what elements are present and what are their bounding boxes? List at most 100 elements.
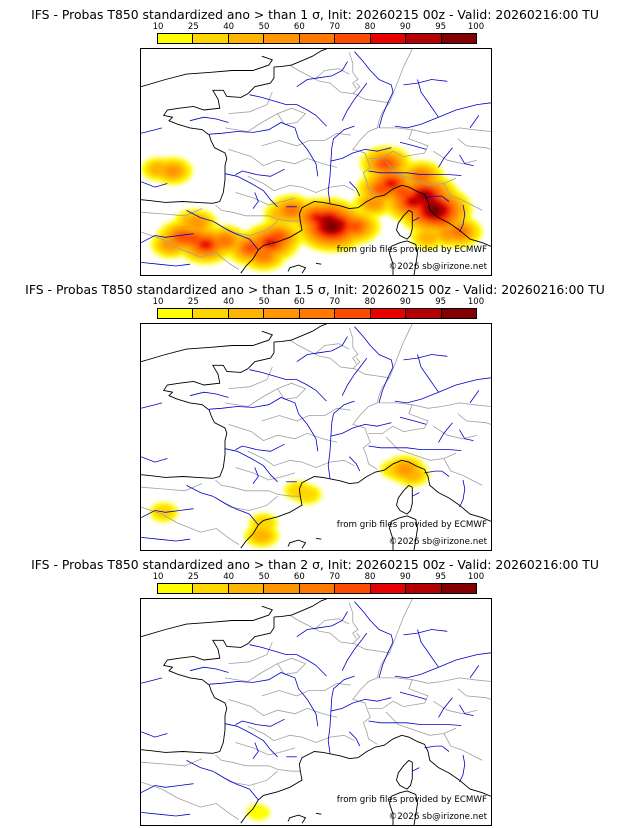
legend-tick-label: 50 bbox=[258, 297, 270, 307]
river-line bbox=[296, 336, 348, 363]
border-line bbox=[228, 424, 338, 443]
legend-tick-label: 40 bbox=[223, 572, 235, 582]
river-line bbox=[469, 390, 480, 404]
probability-blob bbox=[283, 205, 300, 216]
border-line bbox=[247, 175, 355, 193]
border-line bbox=[457, 688, 491, 700]
legend-swatch bbox=[441, 584, 476, 593]
border-line bbox=[379, 677, 491, 684]
border-line bbox=[247, 725, 355, 743]
river-line bbox=[296, 611, 348, 638]
border-line bbox=[224, 388, 278, 407]
river-line bbox=[327, 422, 392, 479]
border-line bbox=[247, 450, 355, 468]
river-line bbox=[459, 754, 466, 783]
credit-source: from grib files provided by ECMWF bbox=[336, 520, 487, 530]
legend-tick-labels: 10 25 40 50 60 70 80 90 95 100 bbox=[153, 297, 485, 307]
border-line bbox=[352, 82, 361, 95]
river-line bbox=[399, 416, 427, 425]
legend-tick-label: 80 bbox=[364, 22, 376, 32]
river-line bbox=[249, 644, 327, 677]
probability-map bbox=[141, 49, 491, 275]
river-line bbox=[368, 720, 462, 726]
border-line bbox=[235, 742, 296, 756]
river-line bbox=[341, 357, 368, 396]
legend-swatch bbox=[264, 34, 300, 43]
legend-swatch bbox=[158, 34, 194, 43]
legend-swatch bbox=[441, 309, 476, 318]
probability-field bbox=[141, 145, 483, 272]
map-frame: from grib files provided by ECMWF ©2026 … bbox=[140, 48, 492, 276]
river-line bbox=[469, 665, 480, 679]
river-line bbox=[459, 154, 474, 166]
panel-title: IFS - Probas T850 standardized ano > tha… bbox=[31, 557, 599, 572]
river-line bbox=[235, 168, 285, 177]
river-line bbox=[412, 492, 420, 497]
border-line bbox=[141, 231, 240, 270]
legend-swatch bbox=[299, 34, 336, 43]
river-line bbox=[368, 170, 462, 176]
coastline bbox=[396, 209, 413, 240]
border-line bbox=[215, 204, 302, 222]
river-line bbox=[459, 704, 474, 716]
coastline bbox=[273, 49, 327, 68]
river-line bbox=[330, 125, 355, 162]
probability-blob bbox=[296, 487, 318, 502]
coastline bbox=[389, 515, 408, 550]
river-line bbox=[224, 173, 278, 208]
border-line bbox=[261, 407, 352, 422]
legend-swatch bbox=[299, 584, 336, 593]
river-line bbox=[209, 122, 319, 177]
probability-blob bbox=[252, 529, 271, 542]
coastline bbox=[315, 262, 322, 265]
river-line bbox=[349, 181, 361, 197]
legend-swatch bbox=[370, 309, 407, 318]
panel-title: IFS - Probas T850 standardized ano > tha… bbox=[25, 282, 605, 297]
legend-swatch bbox=[335, 584, 371, 593]
legend-swatch bbox=[193, 584, 229, 593]
legend-tick-label: 50 bbox=[258, 572, 270, 582]
border-line bbox=[368, 679, 429, 709]
coastline bbox=[141, 66, 275, 204]
border-line bbox=[443, 458, 483, 486]
river-line bbox=[189, 666, 229, 673]
border-line bbox=[314, 618, 350, 630]
river-line bbox=[141, 181, 168, 188]
border-line bbox=[379, 402, 491, 409]
legend-swatch bbox=[193, 309, 229, 318]
river-line bbox=[403, 354, 448, 361]
coastline bbox=[406, 515, 418, 550]
probability-blob bbox=[413, 170, 429, 182]
probability-blob bbox=[217, 235, 233, 247]
probability-blob bbox=[409, 198, 419, 205]
river-line bbox=[209, 397, 319, 452]
coastline bbox=[240, 496, 303, 549]
border-line bbox=[277, 107, 307, 125]
river-line bbox=[399, 141, 427, 150]
river-line bbox=[141, 783, 194, 794]
legend-tick-label: 25 bbox=[187, 572, 199, 582]
border-line bbox=[277, 657, 307, 675]
river-line bbox=[189, 391, 229, 398]
river-line bbox=[341, 632, 368, 671]
river-line bbox=[412, 767, 420, 772]
legend-tick-label: 60 bbox=[293, 22, 305, 32]
legend-swatch bbox=[193, 34, 229, 43]
legend-tick-label: 95 bbox=[435, 297, 447, 307]
border-line bbox=[433, 425, 478, 440]
river-line bbox=[341, 82, 368, 121]
river-line bbox=[224, 723, 278, 758]
legend-swatch bbox=[264, 584, 300, 593]
border-line bbox=[228, 149, 338, 168]
legend-tick-label: 95 bbox=[435, 572, 447, 582]
legend-swatch bbox=[370, 584, 407, 593]
river-line bbox=[327, 147, 392, 204]
legend-tick-label: 95 bbox=[435, 22, 447, 32]
river-line bbox=[438, 422, 453, 443]
border-line bbox=[368, 404, 429, 434]
probability-blob bbox=[365, 197, 382, 209]
river-line bbox=[399, 691, 427, 700]
legend-swatch bbox=[406, 584, 442, 593]
probability-field bbox=[246, 804, 270, 821]
legend-swatch bbox=[228, 34, 265, 43]
